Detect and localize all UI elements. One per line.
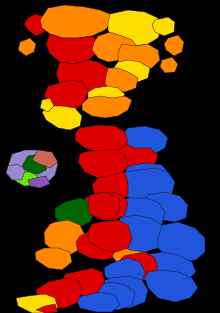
Polygon shape bbox=[8, 150, 58, 186]
Polygon shape bbox=[24, 14, 46, 36]
Polygon shape bbox=[44, 80, 88, 112]
Polygon shape bbox=[152, 17, 175, 36]
Polygon shape bbox=[14, 172, 38, 186]
Polygon shape bbox=[83, 192, 128, 220]
Polygon shape bbox=[44, 220, 85, 255]
Polygon shape bbox=[164, 35, 184, 56]
Polygon shape bbox=[112, 242, 148, 268]
Polygon shape bbox=[85, 282, 135, 310]
Polygon shape bbox=[158, 222, 205, 262]
Polygon shape bbox=[96, 276, 148, 308]
Polygon shape bbox=[36, 304, 58, 313]
Polygon shape bbox=[75, 292, 120, 312]
Polygon shape bbox=[142, 252, 196, 282]
Polygon shape bbox=[46, 34, 100, 64]
Polygon shape bbox=[22, 154, 48, 174]
Polygon shape bbox=[18, 38, 36, 56]
Polygon shape bbox=[125, 163, 168, 186]
Polygon shape bbox=[6, 164, 25, 180]
Polygon shape bbox=[118, 198, 165, 228]
Polygon shape bbox=[88, 86, 125, 106]
Polygon shape bbox=[108, 10, 162, 46]
Polygon shape bbox=[62, 268, 105, 296]
Polygon shape bbox=[40, 98, 54, 112]
Polygon shape bbox=[104, 258, 145, 286]
Polygon shape bbox=[56, 60, 110, 96]
Polygon shape bbox=[118, 44, 160, 70]
Polygon shape bbox=[36, 278, 82, 308]
Polygon shape bbox=[40, 5, 112, 38]
Polygon shape bbox=[42, 106, 82, 130]
Polygon shape bbox=[55, 198, 95, 228]
Polygon shape bbox=[88, 220, 132, 252]
Polygon shape bbox=[32, 150, 58, 168]
Polygon shape bbox=[82, 96, 132, 118]
Polygon shape bbox=[88, 192, 120, 218]
Polygon shape bbox=[76, 225, 130, 260]
Polygon shape bbox=[115, 215, 165, 252]
Polygon shape bbox=[112, 142, 158, 172]
Polygon shape bbox=[35, 248, 72, 270]
Polygon shape bbox=[118, 168, 175, 202]
Polygon shape bbox=[92, 32, 138, 62]
Polygon shape bbox=[145, 192, 188, 222]
Polygon shape bbox=[145, 270, 198, 302]
Polygon shape bbox=[75, 125, 128, 152]
Polygon shape bbox=[105, 68, 138, 92]
Polygon shape bbox=[112, 60, 150, 82]
Polygon shape bbox=[118, 252, 158, 282]
Polygon shape bbox=[78, 150, 128, 178]
Polygon shape bbox=[122, 126, 168, 155]
Polygon shape bbox=[28, 176, 50, 188]
Polygon shape bbox=[160, 57, 178, 73]
Polygon shape bbox=[92, 172, 128, 202]
Polygon shape bbox=[16, 294, 58, 313]
